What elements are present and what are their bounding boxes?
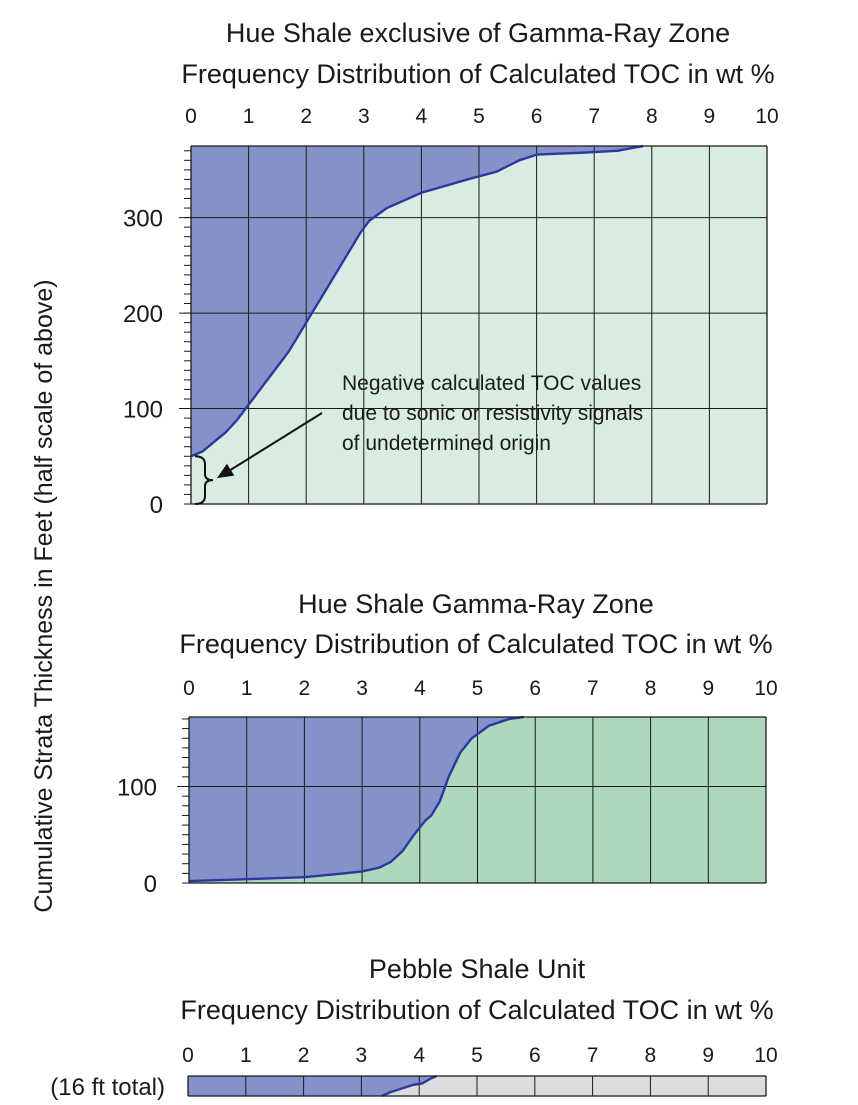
y-tick-label: 0 <box>144 871 157 898</box>
x-tick-label: 0 <box>182 1044 194 1067</box>
x-tick-label: 0 <box>183 677 195 700</box>
annotation-text: due to sonic or resistivity signals <box>342 402 643 425</box>
x-tick-label: 5 <box>471 1044 483 1067</box>
chart-title-line2: Frequency Distribution of Calculated TOC… <box>181 59 774 89</box>
x-tick-label: 6 <box>529 1044 541 1067</box>
x-tick-label: 10 <box>754 677 777 700</box>
x-tick-label: 1 <box>240 1044 252 1067</box>
y-tick-label: 300 <box>123 206 163 233</box>
x-tick-label: 3 <box>356 677 368 700</box>
chart-pebble-shale-unit: Pebble Shale Unit Frequency Distribution… <box>50 954 777 1101</box>
chart-hue-shale-exclusive: Hue Shale exclusive of Gamma-Ray Zone Fr… <box>123 18 779 519</box>
x-tick-label: 10 <box>755 105 778 128</box>
y-tick-label: 200 <box>123 301 163 328</box>
x-tick-label: 1 <box>241 677 253 700</box>
annotation-text: of undetermined origin <box>342 432 551 455</box>
x-tick-label: 9 <box>704 105 716 128</box>
chart-title-line1: Hue Shale exclusive of Gamma-Ray Zone <box>226 18 730 48</box>
y-axis-label: Cumulative Strata Thickness in Feet (hal… <box>30 279 58 912</box>
chart-title-line1: Hue Shale Gamma-Ray Zone <box>298 589 654 619</box>
x-tick-label: 10 <box>754 1044 777 1067</box>
above-curve-region <box>189 717 524 882</box>
annotation-text: Negative calculated TOC values <box>342 372 641 395</box>
x-tick-label: 6 <box>529 677 541 700</box>
chart-title-line2: Frequency Distribution of Calculated TOC… <box>179 629 772 659</box>
bracket <box>194 455 214 505</box>
x-tick-label: 4 <box>413 1044 425 1067</box>
x-tick-label: 2 <box>298 1044 310 1067</box>
x-tick-label: 4 <box>416 105 428 128</box>
above-curve-region <box>188 1076 437 1096</box>
x-tick-label: 2 <box>300 105 312 128</box>
chart-title-line2: Frequency Distribution of Calculated TOC… <box>180 995 773 1025</box>
x-tick-label: 8 <box>646 105 658 128</box>
chart-hue-shale-gamma-ray-zone: Hue Shale Gamma-Ray Zone Frequency Distr… <box>117 589 778 898</box>
x-tick-label: 3 <box>358 105 370 128</box>
x-tick-label: 2 <box>299 677 311 700</box>
x-tick-label: 7 <box>588 105 600 128</box>
x-tick-label: 3 <box>356 1044 368 1067</box>
cumulative-curve <box>188 715 524 883</box>
plot-area: 0 1 2 3 4 5 6 7 8 9 10 (16 ft total) <box>50 1044 777 1101</box>
arrow-shaft <box>226 412 323 473</box>
x-tick-label: 6 <box>531 105 543 128</box>
x-tick-label: 8 <box>645 677 657 700</box>
x-tick-label: 9 <box>702 1044 714 1067</box>
x-tick-label: 7 <box>587 677 599 700</box>
chart-title-line1: Pebble Shale Unit <box>369 954 586 984</box>
cumulative-curve <box>190 144 644 458</box>
x-tick-label: 8 <box>645 1044 657 1067</box>
x-tick-label: 4 <box>414 677 426 700</box>
x-tick-label: 9 <box>702 677 714 700</box>
x-tick-label: 5 <box>472 677 484 700</box>
x-tick-label: 1 <box>243 105 255 128</box>
annotation: Negative calculated TOC values due to son… <box>194 372 643 505</box>
x-tick-label: 5 <box>473 105 485 128</box>
cumulative-curve <box>381 1074 438 1098</box>
y-tick-label: 100 <box>117 774 157 801</box>
y-tick-label: 0 <box>150 492 163 519</box>
y-tick-label: 100 <box>123 397 163 424</box>
x-tick-label: 0 <box>185 105 197 128</box>
arrow-head <box>217 463 235 479</box>
x-tick-label: 7 <box>587 1044 599 1067</box>
row-label: (16 ft total) <box>50 1074 165 1101</box>
above-curve-region <box>191 146 644 457</box>
